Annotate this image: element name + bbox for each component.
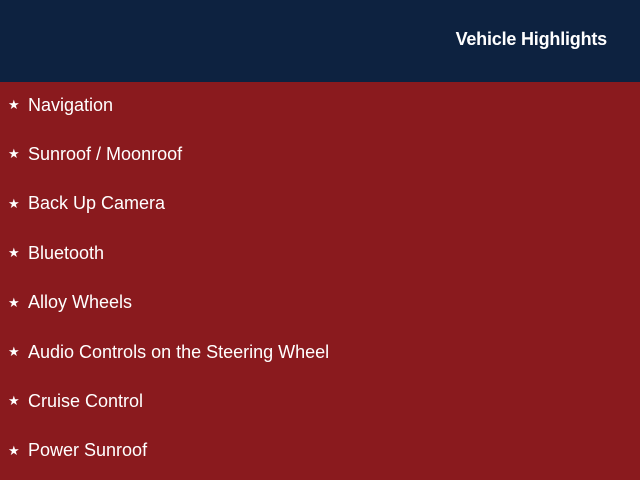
star-icon: ★	[8, 442, 20, 458]
feature-label: Alloy Wheels	[28, 292, 133, 313]
feature-item: ★ Alloy Wheels	[8, 291, 132, 315]
feature-label: Navigation	[28, 94, 114, 115]
feature-item: ★ Sunroof / Moonroof	[8, 142, 182, 166]
feature-label: Back Up Camera	[28, 193, 166, 214]
feature-item: ★ Back Up Camera	[8, 192, 165, 216]
feature-label: Cruise Control	[28, 390, 144, 411]
feature-label: Sunroof / Moonroof	[28, 143, 183, 164]
feature-item: ★ Bluetooth	[8, 241, 104, 265]
feature-item: ★ Audio Controls on the Steering Wheel	[8, 340, 329, 364]
star-icon: ★	[8, 294, 20, 310]
star-icon: ★	[8, 195, 20, 211]
feature-label: Bluetooth	[28, 242, 105, 263]
feature-label: Audio Controls on the Steering Wheel	[28, 341, 330, 362]
header: Vehicle Highlights	[0, 0, 640, 82]
feature-item: ★ Cruise Control	[8, 389, 143, 413]
feature-label: Power Sunroof	[28, 440, 148, 461]
star-icon: ★	[8, 245, 20, 261]
star-icon: ★	[8, 393, 20, 409]
star-icon: ★	[8, 146, 20, 162]
page-title: Vehicle Highlights	[455, 29, 608, 49]
star-icon: ★	[8, 97, 20, 112]
star-icon: ★	[8, 344, 20, 359]
feature-item: ★ Navigation	[8, 93, 113, 117]
feature-item: ★ Power Sunroof	[8, 439, 147, 463]
